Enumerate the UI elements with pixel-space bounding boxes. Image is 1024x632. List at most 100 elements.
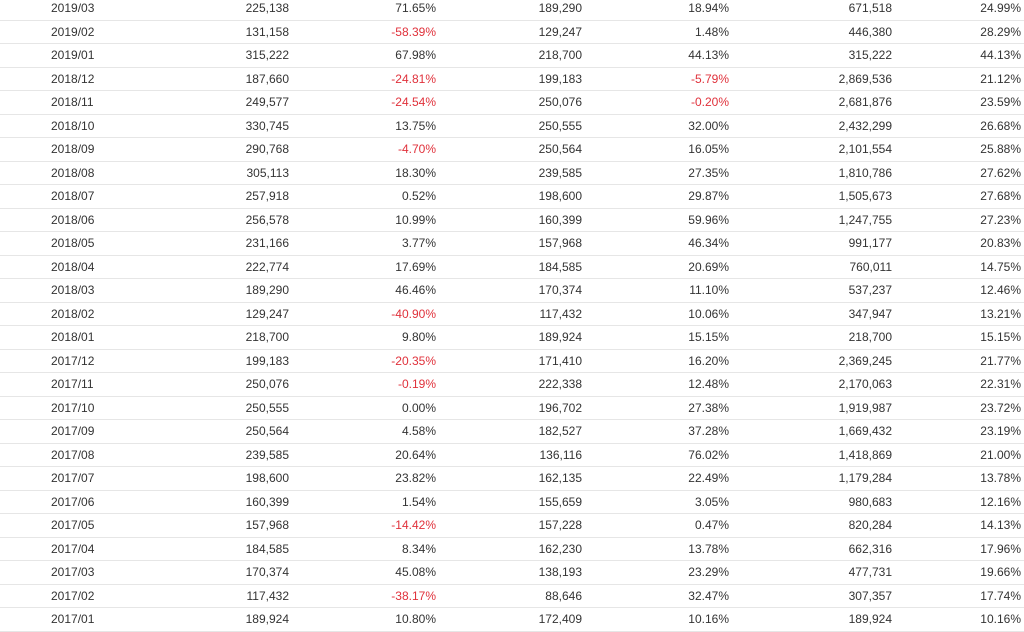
cell-change-2: 32.47% [582, 584, 729, 608]
cell-change-2: 22.49% [582, 466, 729, 491]
cell-change-1: -24.54% [289, 90, 436, 115]
cell-change-3: 22.31% [892, 372, 1024, 397]
table-row: 2018/01 218,700 9.80% 189,924 15.15% 218,700 1… [0, 325, 1024, 350]
cell-value-2: 182,527 [436, 419, 582, 444]
cell-value-2: 162,230 [436, 537, 582, 561]
cell-change-3: 28.29% [892, 20, 1024, 44]
cell-change-3: 26.68% [892, 114, 1024, 138]
cell-change-2: -5.79% [582, 67, 729, 91]
table-row: 2018/05 231,166 3.77% 157,968 46.34% 991,177 2… [0, 231, 1024, 256]
cell-change-2: 12.48% [582, 372, 729, 397]
cell-change-2: 10.16% [582, 607, 729, 632]
cell-value-1: 330,745 [100, 114, 289, 138]
table-row: 2017/01 189,924 10.80% 172,409 10.16% 189,924… [0, 607, 1024, 632]
cell-month: 2017/12 [0, 349, 100, 373]
cell-change-3: 17.96% [892, 537, 1024, 561]
cell-value-1: 250,564 [100, 419, 289, 444]
cell-value-2: 160,399 [436, 208, 582, 232]
cell-value-1: 187,660 [100, 67, 289, 91]
cell-value-1: 231,166 [100, 231, 289, 256]
table-row: 2018/12 187,660 -24.81% 199,183 -5.79% 2,869,… [0, 67, 1024, 91]
cell-value-1: 184,585 [100, 537, 289, 561]
cell-change-3: 25.88% [892, 137, 1024, 162]
cell-value-2: 250,564 [436, 137, 582, 162]
cell-value-2: 218,700 [436, 43, 582, 68]
cell-value-3: 820,284 [729, 513, 892, 538]
cell-change-1: -4.70% [289, 137, 436, 162]
cell-change-3: 21.77% [892, 349, 1024, 373]
cell-change-2: 15.15% [582, 325, 729, 350]
cell-change-2: 3.05% [582, 490, 729, 514]
cell-value-3: 1,418,869 [729, 443, 892, 467]
cell-change-1: 23.82% [289, 466, 436, 491]
cell-change-1: 46.46% [289, 278, 436, 303]
cell-month: 2017/03 [0, 560, 100, 585]
table-row: 2017/10 250,555 0.00% 196,702 27.38% 1,919,98… [0, 396, 1024, 420]
cell-change-2: 18.94% [582, 0, 729, 21]
cell-value-2: 129,247 [436, 20, 582, 44]
cell-change-2: 13.78% [582, 537, 729, 561]
table-row: 2018/11 249,577 -24.54% 250,076 -0.20% 2,681,… [0, 90, 1024, 115]
cell-value-3: 307,357 [729, 584, 892, 608]
cell-month: 2017/06 [0, 490, 100, 514]
cell-value-3: 980,683 [729, 490, 892, 514]
cell-change-2: 1.48% [582, 20, 729, 44]
cell-change-1: -58.39% [289, 20, 436, 44]
table-row: 2018/08 305,113 18.30% 239,585 27.35% 1,810,7… [0, 161, 1024, 185]
cell-change-2: 27.35% [582, 161, 729, 185]
cell-month: 2017/05 [0, 513, 100, 538]
table-row: 2019/01 315,222 67.98% 218,700 44.13% 315,222… [0, 43, 1024, 68]
cell-change-1: 67.98% [289, 43, 436, 68]
cell-change-1: 4.58% [289, 419, 436, 444]
cell-value-3: 347,947 [729, 302, 892, 326]
cell-change-3: 23.72% [892, 396, 1024, 420]
cell-month: 2018/02 [0, 302, 100, 326]
cell-change-1: 71.65% [289, 0, 436, 21]
cell-change-3: 10.16% [892, 607, 1024, 632]
cell-change-1: 1.54% [289, 490, 436, 514]
cell-value-1: 160,399 [100, 490, 289, 514]
cell-change-2: 0.47% [582, 513, 729, 538]
cell-value-2: 88,646 [436, 584, 582, 608]
cell-value-2: 171,410 [436, 349, 582, 373]
cell-value-2: 198,600 [436, 184, 582, 209]
cell-change-1: 45.08% [289, 560, 436, 585]
cell-change-3: 27.23% [892, 208, 1024, 232]
cell-value-3: 2,681,876 [729, 90, 892, 115]
cell-month: 2018/07 [0, 184, 100, 209]
cell-change-2: 32.00% [582, 114, 729, 138]
cell-change-2: 23.29% [582, 560, 729, 585]
cell-value-1: 157,968 [100, 513, 289, 538]
cell-change-3: 27.62% [892, 161, 1024, 185]
table-row: 2018/06 256,578 10.99% 160,399 59.96% 1,247,7… [0, 208, 1024, 232]
cell-month: 2017/02 [0, 584, 100, 608]
cell-value-2: 117,432 [436, 302, 582, 326]
cell-value-1: 256,578 [100, 208, 289, 232]
cell-change-2: 76.02% [582, 443, 729, 467]
cell-change-2: 16.20% [582, 349, 729, 373]
cell-change-2: 59.96% [582, 208, 729, 232]
cell-value-1: 189,924 [100, 607, 289, 632]
cell-value-1: 218,700 [100, 325, 289, 350]
cell-value-3: 446,380 [729, 20, 892, 44]
cell-value-3: 1,247,755 [729, 208, 892, 232]
cell-value-2: 172,409 [436, 607, 582, 632]
cell-value-2: 250,555 [436, 114, 582, 138]
cell-value-1: 189,290 [100, 278, 289, 303]
cell-value-1: 117,432 [100, 584, 289, 608]
cell-month: 2017/04 [0, 537, 100, 561]
cell-value-1: 239,585 [100, 443, 289, 467]
cell-value-1: 315,222 [100, 43, 289, 68]
cell-value-3: 537,237 [729, 278, 892, 303]
cell-change-2: -0.20% [582, 90, 729, 115]
cell-month: 2019/03 [0, 0, 100, 21]
table-row: 2019/02 131,158 -58.39% 129,247 1.48% 446,380… [0, 20, 1024, 44]
cell-month: 2018/05 [0, 231, 100, 256]
cell-change-1: 10.80% [289, 607, 436, 632]
cell-value-3: 1,810,786 [729, 161, 892, 185]
cell-value-1: 250,076 [100, 372, 289, 397]
cell-value-2: 199,183 [436, 67, 582, 91]
cell-change-1: -40.90% [289, 302, 436, 326]
cell-change-2: 10.06% [582, 302, 729, 326]
